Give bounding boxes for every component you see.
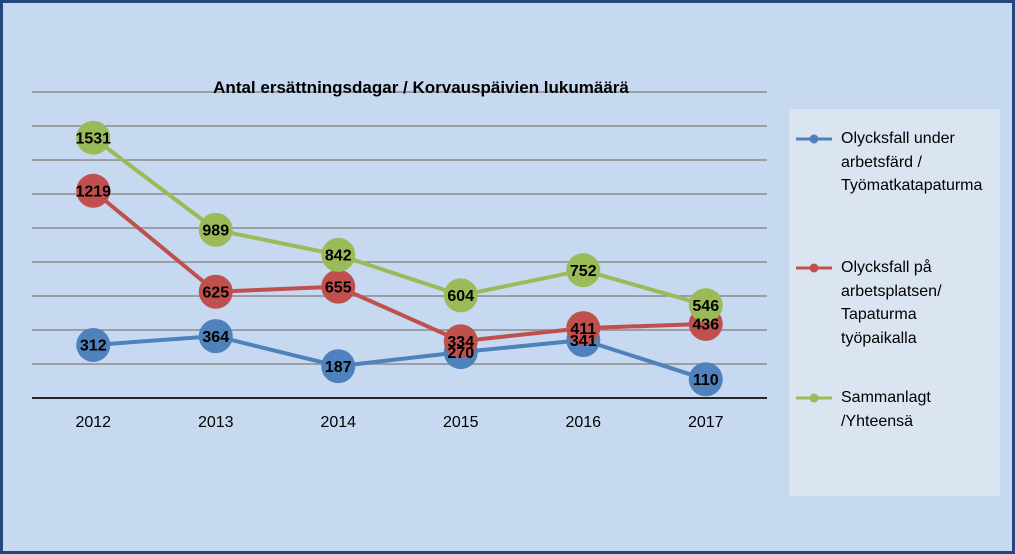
data-point-marker xyxy=(688,288,723,323)
data-label: 436 xyxy=(692,317,719,334)
legend-line-marker-icon xyxy=(796,393,832,403)
data-label: 752 xyxy=(570,263,597,280)
x-axis-tick-labels: 2012 2013 2014 2015 2016 2017 xyxy=(75,414,723,431)
chart-title: Antal ersättningsdagar / Korvauspäivien … xyxy=(213,78,629,97)
data-point-marker xyxy=(321,349,356,384)
legend-line-marker-icon xyxy=(796,134,832,144)
data-point-marker xyxy=(76,120,111,155)
series-line xyxy=(91,334,708,382)
data-label: 270 xyxy=(447,345,474,362)
data-label: 341 xyxy=(570,333,597,350)
legend-label: Olycksfall under arbetsfärd / Työmatkata… xyxy=(841,130,983,194)
data-label: 604 xyxy=(447,288,474,305)
data-label: 187 xyxy=(325,359,352,376)
x-tick-label: 2014 xyxy=(320,414,356,431)
gridlines xyxy=(32,91,767,365)
x-tick-label: 2012 xyxy=(75,414,111,431)
data-label: 411 xyxy=(570,321,596,338)
data-label: 312 xyxy=(80,338,107,355)
data-labels: 312 364 187 270 341 110 1219 625 655 334 411 436 153… xyxy=(75,130,719,389)
data-label: 364 xyxy=(202,329,229,346)
x-tick-label: 2016 xyxy=(565,414,601,431)
series-line xyxy=(91,188,708,344)
x-tick-label: 2015 xyxy=(443,414,479,431)
data-point-marker xyxy=(443,324,478,359)
data-label: 1531 xyxy=(75,130,111,147)
data-point-marker xyxy=(566,253,601,288)
data-label: 1219 xyxy=(75,184,111,201)
data-point-marker xyxy=(198,319,233,354)
data-label: 334 xyxy=(447,334,474,351)
data-point-marker xyxy=(198,212,233,247)
legend: Olycksfall under arbetsfärd / Työmatkata… xyxy=(789,109,1000,496)
data-point-marker xyxy=(198,274,233,309)
legend-item-series-3: Sammanlagt /Yhteensä xyxy=(789,386,1000,486)
data-point-marker xyxy=(321,237,356,272)
series-3 xyxy=(76,120,723,323)
data-label: 546 xyxy=(692,298,719,315)
data-point-marker xyxy=(321,269,356,304)
data-point-marker xyxy=(443,278,478,313)
legend-label: Sammanlagt /Yhteensä xyxy=(841,389,931,430)
x-tick-label: 2013 xyxy=(198,414,234,431)
x-tick-label: 2017 xyxy=(688,414,724,431)
legend-line-marker-icon xyxy=(796,263,832,273)
data-point-marker xyxy=(566,311,601,346)
data-point-marker xyxy=(76,173,111,208)
data-label: 989 xyxy=(202,223,229,240)
data-label: 655 xyxy=(325,279,352,296)
legend-item-series-1: Olycksfall under arbetsfärd / Työmatkata… xyxy=(789,127,1000,227)
legend-item-series-2: Olycksfall på arbetsplatsen/ Tapaturma t… xyxy=(789,256,1000,356)
legend-label: Olycksfall på arbetsplatsen/ Tapaturma t… xyxy=(841,259,942,347)
data-label: 842 xyxy=(325,248,352,265)
data-point-marker xyxy=(76,327,111,362)
data-label: 110 xyxy=(693,372,719,389)
data-point-marker xyxy=(688,362,723,397)
data-label: 625 xyxy=(202,285,229,302)
series-line xyxy=(91,135,708,308)
